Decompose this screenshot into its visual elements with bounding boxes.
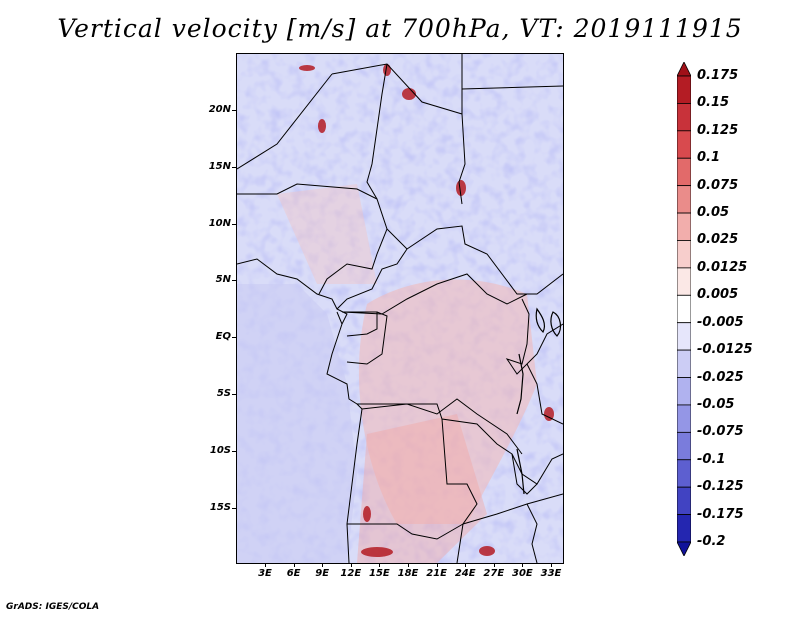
lat-tick	[232, 280, 236, 282]
lon-label: 27E	[483, 568, 505, 579]
lon-tick	[551, 563, 552, 567]
colorbar-segment	[677, 514, 691, 543]
lon-label: 6E	[286, 568, 301, 579]
lon-tick	[293, 563, 295, 567]
lat-label: 10N	[208, 217, 231, 229]
lat-tick	[232, 223, 236, 225]
colorbar-label: 0.005	[697, 287, 739, 303]
colorbar-label: 0.125	[697, 122, 739, 138]
colorbar-segment	[677, 431, 691, 461]
lon-label: 18E	[397, 568, 419, 579]
colorbar-label: 0.1	[697, 150, 721, 166]
colorbar-segment	[677, 541, 691, 556]
colorbar-label: 0.025	[697, 232, 739, 248]
colorbar-segment	[677, 185, 691, 214]
lat-tick	[232, 337, 236, 339]
colorbar-label: -0.0125	[697, 342, 753, 358]
lat-label: 5S	[216, 388, 231, 399]
colorbar-label: 0.05	[697, 205, 730, 221]
colorbar-segment	[677, 103, 691, 132]
colorbar	[677, 62, 691, 556]
colorbar-segment	[677, 267, 691, 296]
colorbar-label: 0.15	[697, 95, 730, 111]
lon-tick	[522, 563, 524, 567]
colorbar-segment	[677, 349, 691, 378]
lon-tick	[465, 563, 467, 567]
colorbar-segment	[677, 377, 691, 406]
colorbar-segment	[677, 404, 691, 433]
chart-title: Vertical velocity [m/s] at 700hPa, VT: 2…	[57, 14, 743, 43]
colorbar-label: 0.175	[697, 68, 739, 83]
lat-label: 20N	[208, 104, 231, 115]
lon-label: 33E	[540, 568, 562, 579]
colorbar-label: -0.175	[697, 506, 744, 522]
colorbar-segment	[677, 486, 691, 515]
colorbar-segment	[677, 130, 691, 159]
colorbar-label: 0.075	[697, 177, 739, 193]
lat-tick	[232, 110, 236, 111]
colorbar-label: -0.075	[697, 424, 744, 440]
lon-label: 30E	[512, 568, 533, 579]
footer-credit: GrADS: IGES/COLA	[6, 602, 100, 612]
lon-tick	[265, 563, 266, 567]
colorbar-label: -0.005	[697, 314, 744, 330]
colorbar-segment	[677, 459, 691, 488]
lon-tick	[322, 563, 324, 567]
colorbar-label: -0.025	[697, 369, 744, 385]
colorbar-segment	[677, 157, 691, 187]
colorbar-label: 0.0125	[697, 259, 748, 275]
lon-tick	[493, 563, 495, 567]
lon-label: 3E	[258, 568, 272, 579]
lon-tick	[379, 563, 381, 567]
lat-label: 10S	[209, 444, 231, 456]
lat-label: EQ	[215, 331, 231, 343]
colorbar-segment	[677, 294, 691, 324]
lon-tick	[408, 563, 409, 567]
colorbar-label: -0.1	[697, 451, 726, 467]
vertical-velocity-field	[237, 54, 563, 563]
colorbar-segment	[677, 322, 691, 351]
lon-label: 21E	[426, 568, 447, 579]
lon-label: 12E	[340, 568, 362, 579]
colorbar-segment	[677, 62, 691, 77]
map-panel	[236, 53, 564, 564]
colorbar-label: -0.125	[697, 479, 744, 495]
colorbar-segment	[677, 212, 691, 241]
lon-tick	[350, 563, 352, 567]
lon-tick	[436, 563, 438, 567]
lat-label: 15S	[209, 501, 231, 513]
lat-tick	[232, 507, 236, 509]
lon-label: 24E	[454, 568, 476, 579]
lat-tick	[232, 450, 236, 452]
lat-label: 5N	[215, 274, 231, 286]
lat-tick	[232, 394, 236, 395]
lat-tick	[232, 166, 236, 168]
colorbar-label: -0.2	[697, 534, 726, 549]
colorbar-label: -0.05	[697, 396, 735, 412]
colorbar-segment	[677, 240, 691, 269]
lon-label: 9E	[315, 568, 330, 579]
colorbar-segment	[677, 75, 691, 104]
lon-label: 15E	[369, 568, 390, 579]
lat-label: 15N	[208, 160, 231, 172]
